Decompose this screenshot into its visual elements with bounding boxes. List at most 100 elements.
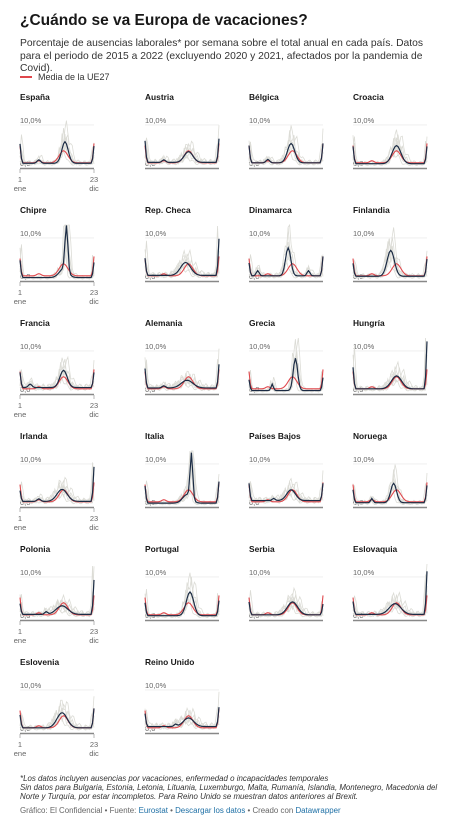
panel-chart-serbia: 0,010,0% <box>248 568 324 622</box>
panel-title: Serbia <box>249 544 275 554</box>
x-tick-label-0-0: 1 <box>18 514 22 523</box>
credits: Gráfico: El Confidencial • Fuente: Euros… <box>20 806 445 815</box>
year-line-4 <box>144 125 220 165</box>
footer: *Los datos incluyen ausencias por vacaci… <box>20 774 445 815</box>
panel-title: Bélgica <box>249 92 279 102</box>
panel-chart-alemania: 0,010,0% <box>144 342 220 396</box>
x-tick-label-1-0: 23 <box>90 401 98 410</box>
y-tick-label-1: 10,0% <box>20 681 42 690</box>
source-link[interactable]: Eurostat <box>138 805 168 815</box>
y-tick-label-1: 10,0% <box>249 116 271 125</box>
panel-polonia: Polonia 0,0 10,0% 1 ene 23 dic <box>14 544 120 654</box>
y-tick-label-1: 10,0% <box>353 116 375 125</box>
download-data-link[interactable]: Descargar los datos <box>175 805 246 815</box>
panel-title: Alemania <box>145 318 183 328</box>
x-tick-label-1-1: dic <box>89 523 99 532</box>
country-line-rep-checa <box>144 238 220 276</box>
country-line-paises-bajos <box>248 483 324 502</box>
x-tick-label-0-1: ene <box>14 297 27 306</box>
panel-rep-checa: Rep. Checa 0,0 10,0% <box>144 205 245 315</box>
eu-average-line <box>19 256 95 277</box>
year-line-5 <box>352 464 428 504</box>
country-line-portugal <box>144 591 220 617</box>
y-tick-label-1: 10,0% <box>20 342 42 351</box>
footnote-definition: *Los datos incluyen ausencias por vacaci… <box>20 774 329 783</box>
panel-dinamarca: Dinamarca 0,0 10,0% <box>248 205 349 315</box>
year-line-2 <box>352 141 428 166</box>
panel-finlandia: Finlandia 0,0 10,0% <box>352 205 453 315</box>
x-tick-label-0-1: ene <box>14 184 27 193</box>
panel-paises-bajos: Países Bajos 0,0 10,0% <box>248 431 349 541</box>
panel-title: Austria <box>145 92 174 102</box>
y-tick-label-1: 10,0% <box>20 568 42 577</box>
legend: Media de la UE27 <box>20 71 110 83</box>
x-tick-label-1-1: dic <box>89 749 99 758</box>
panel-chart-belgica: 0,010,0% <box>248 116 324 170</box>
country-line-irlanda <box>19 466 95 502</box>
panel-chart-portugal: 0,010,0% <box>144 568 220 622</box>
y-tick-label-1: 10,0% <box>145 455 167 464</box>
panel-hungria: Hungría 0,0 10,0% <box>352 318 453 428</box>
country-line-dinamarca <box>248 246 324 277</box>
panel-chart-hungria: 0,010,0% <box>352 337 428 396</box>
year-line-4 <box>144 348 220 390</box>
x-tick-label-1-1: dic <box>89 297 99 306</box>
year-line-5 <box>352 345 428 390</box>
country-line-italia <box>144 452 220 504</box>
x-tick-label-0-1: ene <box>14 410 27 419</box>
panel-chart-croacia: 0,010,0% <box>352 116 428 170</box>
x-tick-label-1-1: dic <box>89 184 99 193</box>
panel-reino-unido: Reino Unido 0,0 10,0% <box>144 657 245 767</box>
x-tick-label-0-0: 1 <box>18 740 22 749</box>
datawrapper-link[interactable]: Datawrapper <box>295 805 341 815</box>
y-tick-label-1: 10,0% <box>249 229 271 238</box>
panel-chart-grecia: 0,010,0% <box>248 337 324 396</box>
credits-created-with: • Creado con <box>245 805 296 815</box>
panel-title: Eslovaquia <box>353 544 398 554</box>
eu-average-line <box>248 369 324 390</box>
country-line-reino-unido <box>144 707 220 728</box>
panel-chart-paises-bajos: 0,010,0% <box>248 455 324 509</box>
x-tick-label-1-0: 23 <box>90 288 98 297</box>
panel-title: España <box>20 92 50 102</box>
panel-italia: Italia 0,0 10,0% <box>144 431 245 541</box>
year-line-5 <box>19 120 95 164</box>
country-line-serbia <box>248 601 324 616</box>
panel-title: Francia <box>20 318 50 328</box>
year-line-1 <box>352 586 428 617</box>
panel-title: Reino Unido <box>145 657 195 667</box>
year-line-1 <box>248 361 324 393</box>
panel-croacia: Croacia 0,0 10,0% <box>352 92 453 202</box>
panel-eslovaquia: Eslovaquia 0,0 10,0% <box>352 544 453 654</box>
y-tick-label-1: 10,0% <box>20 116 42 125</box>
x-tick-label-1-1: dic <box>89 636 99 645</box>
panel-title: Portugal <box>145 544 179 554</box>
eu-average-line <box>352 482 428 503</box>
panel-alemania: Alemania 0,0 10,0% <box>144 318 245 428</box>
year-line-5 <box>19 699 95 729</box>
panel-belgica: Bélgica 0,0 10,0% <box>248 92 349 202</box>
eu-average-line <box>144 708 220 729</box>
y-tick-label-1: 10,0% <box>145 568 167 577</box>
panel-title: Finlandia <box>353 205 390 215</box>
legend-swatch-eu-average <box>20 76 32 78</box>
year-line-5 <box>19 582 95 616</box>
panel-espana: España 0,0 10,0% 1 ene 23 dic <box>14 92 120 202</box>
panel-title: Polonia <box>20 544 51 554</box>
panel-title: Noruega <box>353 431 387 441</box>
credits-source-prefix: Gráfico: El Confidencial • Fuente: <box>20 805 139 815</box>
y-tick-label-1: 10,0% <box>353 568 375 577</box>
panel-title: Irlanda <box>20 431 48 441</box>
footnote-missing-data: Sin datos para Bulgaria, Estonia, Letoni… <box>20 783 438 802</box>
year-line-5 <box>144 137 220 164</box>
panel-chart-rep-checa: 0,0 10,0% <box>144 225 220 283</box>
y-tick-label-1: 10,0% <box>20 229 42 238</box>
year-line-5 <box>144 572 220 617</box>
x-tick-label-0-0: 1 <box>18 288 22 297</box>
country-line-chipre <box>19 225 95 279</box>
year-line-4 <box>248 470 324 503</box>
year-line-5 <box>144 359 220 389</box>
year-line-5 <box>19 355 95 389</box>
